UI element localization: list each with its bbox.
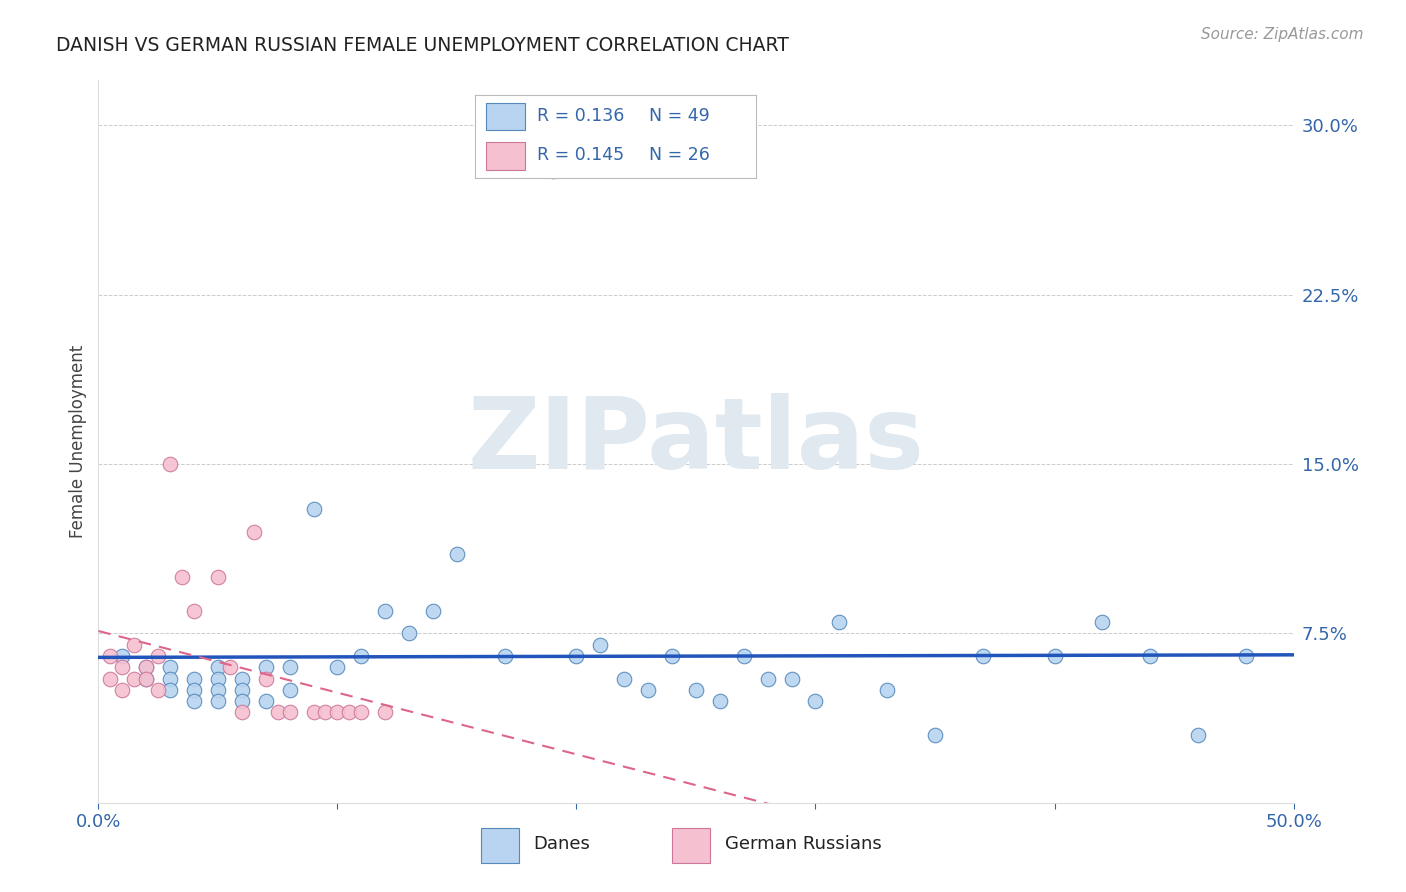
- Point: [374, 604, 396, 618]
- Point: [374, 706, 396, 720]
- Point: [231, 694, 253, 708]
- Point: [1234, 648, 1257, 663]
- Point: [661, 648, 683, 663]
- Point: [135, 660, 157, 674]
- Point: [159, 660, 181, 674]
- Point: [183, 604, 205, 618]
- Point: [135, 660, 157, 674]
- Point: [231, 672, 253, 686]
- Point: [111, 648, 134, 663]
- Point: [278, 706, 301, 720]
- Point: [148, 648, 170, 663]
- Point: [1139, 648, 1161, 663]
- Y-axis label: Female Unemployment: Female Unemployment: [69, 345, 87, 538]
- Point: [254, 694, 277, 708]
- Point: [111, 682, 134, 697]
- Point: [685, 682, 707, 697]
- Point: [207, 660, 229, 674]
- Point: [565, 648, 588, 663]
- Point: [124, 638, 146, 652]
- Point: [159, 457, 181, 471]
- Point: [398, 626, 420, 640]
- Point: [148, 682, 170, 697]
- Point: [1043, 648, 1066, 663]
- Point: [207, 682, 229, 697]
- Point: [326, 660, 349, 674]
- Point: [876, 682, 898, 697]
- Point: [613, 672, 636, 686]
- Point: [1091, 615, 1114, 630]
- Point: [302, 706, 325, 720]
- Point: [446, 548, 468, 562]
- Point: [339, 706, 361, 720]
- Point: [231, 706, 253, 720]
- Point: [243, 524, 266, 539]
- Point: [494, 648, 516, 663]
- Point: [278, 682, 301, 697]
- Point: [350, 706, 373, 720]
- Point: [124, 672, 146, 686]
- Point: [637, 682, 659, 697]
- Text: DANISH VS GERMAN RUSSIAN FEMALE UNEMPLOYMENT CORRELATION CHART: DANISH VS GERMAN RUSSIAN FEMALE UNEMPLOY…: [56, 36, 789, 54]
- Point: [159, 682, 181, 697]
- Point: [254, 660, 277, 674]
- Point: [219, 660, 242, 674]
- Point: [254, 672, 277, 686]
- Point: [159, 672, 181, 686]
- Point: [278, 660, 301, 674]
- Point: [111, 660, 134, 674]
- Point: [1187, 728, 1209, 742]
- Point: [756, 672, 779, 686]
- Point: [804, 694, 827, 708]
- Point: [589, 638, 612, 652]
- Point: [98, 672, 122, 686]
- Text: ZIPatlas: ZIPatlas: [468, 393, 924, 490]
- Point: [302, 502, 325, 516]
- Point: [231, 682, 253, 697]
- Point: [207, 694, 229, 708]
- Point: [733, 648, 755, 663]
- Point: [183, 672, 205, 686]
- Text: Source: ZipAtlas.com: Source: ZipAtlas.com: [1201, 27, 1364, 42]
- Point: [98, 648, 122, 663]
- Point: [350, 648, 373, 663]
- Point: [267, 706, 290, 720]
- Point: [780, 672, 803, 686]
- Point: [541, 163, 564, 178]
- Point: [172, 570, 194, 584]
- Point: [183, 682, 205, 697]
- Point: [709, 694, 731, 708]
- Point: [924, 728, 946, 742]
- Point: [315, 706, 337, 720]
- Point: [207, 672, 229, 686]
- Point: [972, 648, 994, 663]
- Point: [135, 672, 157, 686]
- Point: [422, 604, 444, 618]
- Point: [135, 672, 157, 686]
- Point: [183, 694, 205, 708]
- Point: [207, 570, 229, 584]
- Point: [828, 615, 851, 630]
- Point: [326, 706, 349, 720]
